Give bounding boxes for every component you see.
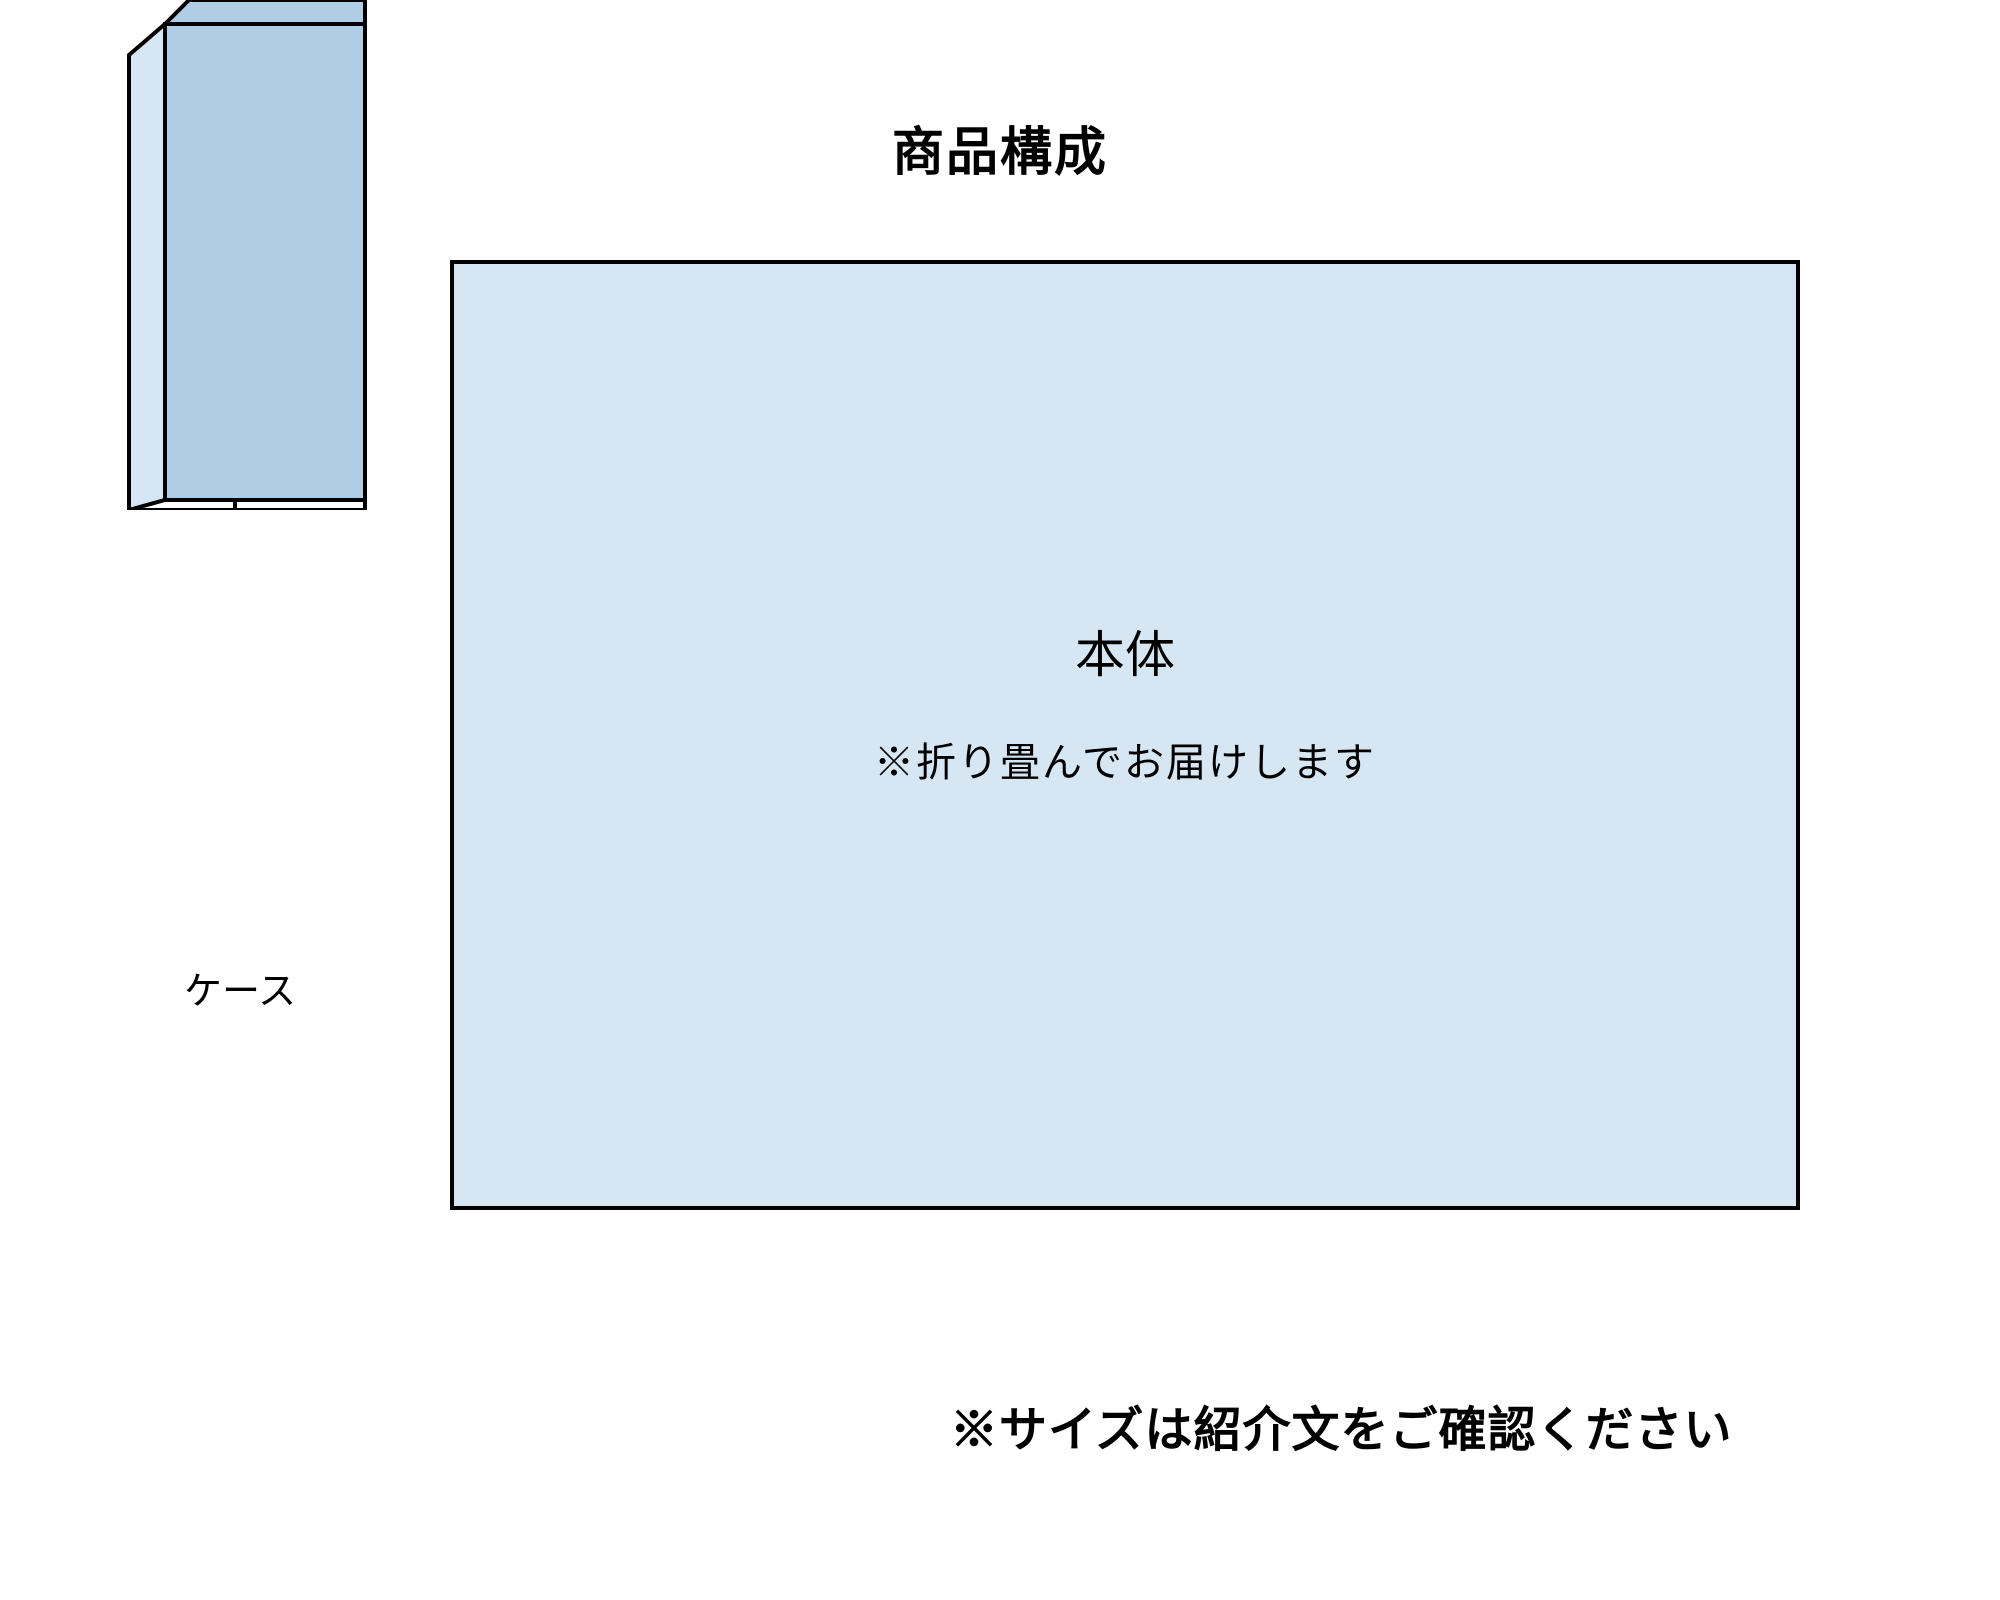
case-front-face — [165, 24, 365, 500]
body-box-title: 本体 — [450, 615, 1800, 687]
footer-note: ※サイズは紹介文をご確認ください — [950, 1390, 1733, 1460]
case-side-face — [129, 24, 165, 510]
case-box-shape — [105, 0, 375, 510]
body-box-note: ※折り畳んでお届けします — [450, 730, 1800, 788]
case-top-face — [165, 0, 365, 24]
case-bottom-right-face — [235, 500, 365, 510]
case-label: ケース — [140, 960, 340, 1015]
diagram-canvas: 商品構成 ケース 本体 ※折り畳んでお届けします ※サイズは紹介文をご確認くださ… — [0, 0, 2000, 1600]
